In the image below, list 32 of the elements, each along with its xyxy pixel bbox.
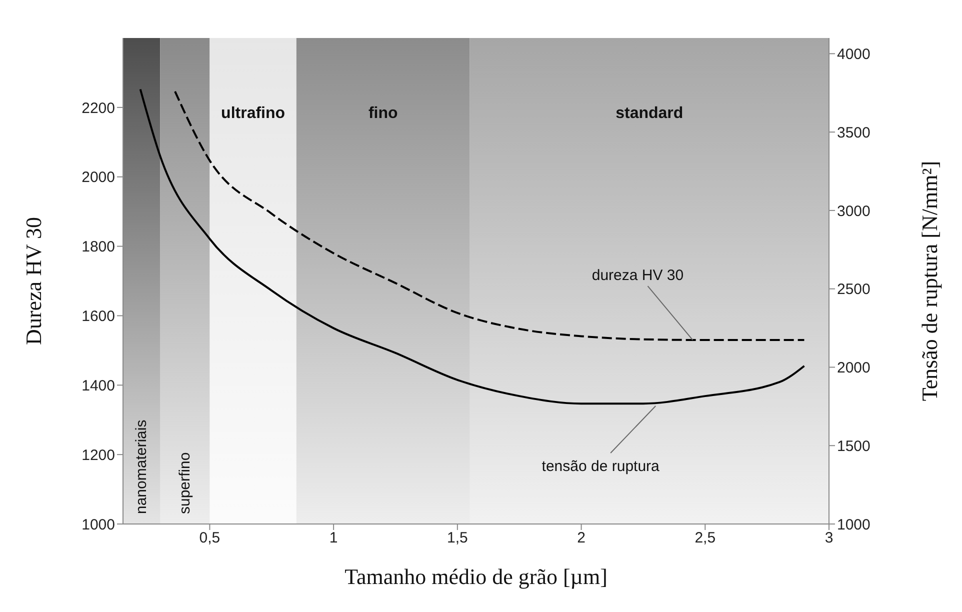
band-label: ultrafino <box>221 105 286 122</box>
y-tick-label: 1400 <box>82 377 115 394</box>
annotation: tensão de ruptura <box>542 458 660 475</box>
annotation: dureza HV 30 <box>592 267 684 284</box>
x-tick-label: 2,5 <box>694 530 716 547</box>
y2-axis-title: Tensão de ruptura [N/mm²] <box>916 160 942 402</box>
y2-tick-label: 2000 <box>837 360 870 377</box>
y-tick-label: 1000 <box>82 516 115 534</box>
x-tick-label: 2 <box>577 530 586 547</box>
line-series <box>174 90 806 342</box>
y-tick-label: 2000 <box>82 169 115 186</box>
y-tick-label: 2200 <box>82 100 115 117</box>
y2-tick-label: 3000 <box>837 202 870 220</box>
y2-tick-label: 2500 <box>837 281 870 298</box>
y2-tick-label: 1000 <box>837 516 870 534</box>
x-tick-label: 3 <box>824 530 834 547</box>
y2-tick-label: 3500 <box>837 124 870 142</box>
x-tick-label: 1,5 <box>446 530 468 547</box>
x-tick-label: 0,5 <box>199 530 220 547</box>
band-label: nanomateriais <box>133 420 150 514</box>
x-axis-title: Tamanho médio de grão [µm] <box>344 564 608 589</box>
band-label: standard <box>616 105 684 122</box>
y-tick-label: 1200 <box>82 446 115 464</box>
band-label: superfino <box>176 452 194 514</box>
y-tick-label: 1600 <box>82 308 115 326</box>
line-series <box>139 88 806 405</box>
y-axis-title: Dureza HV 30 <box>20 217 46 345</box>
y2-tick-label: 4000 <box>837 46 870 63</box>
y-tick-label: 1800 <box>82 238 115 256</box>
band-label: fino <box>368 105 398 122</box>
y2-tick-label: 1500 <box>837 438 870 455</box>
x-tick-label: 1 <box>329 530 338 547</box>
